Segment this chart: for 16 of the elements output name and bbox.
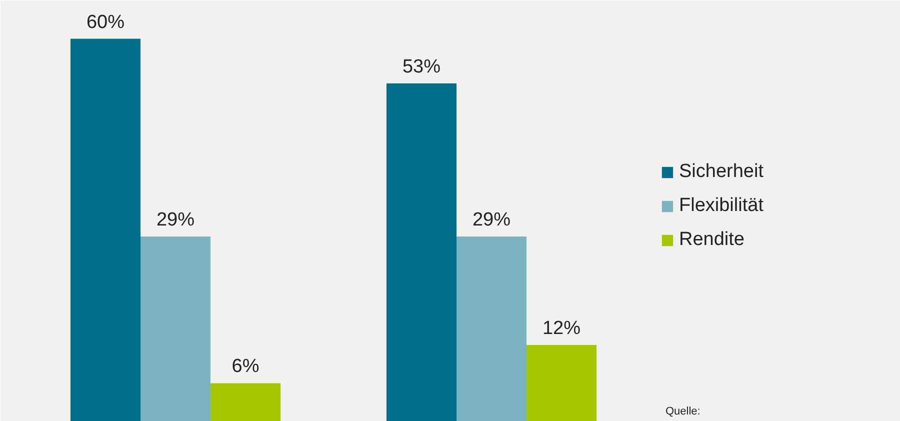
bar: [70, 38, 140, 421]
data-label: 60%: [86, 12, 125, 33]
bar: [386, 83, 456, 421]
bar: [140, 236, 210, 421]
legend-label: Flexibilität: [679, 195, 764, 217]
data-label: 29%: [156, 210, 195, 231]
bar: [456, 236, 526, 421]
bar: [210, 383, 280, 421]
legend-label: Sicherheit: [679, 161, 764, 183]
data-label: 29%: [472, 210, 511, 231]
data-label: 12%: [542, 318, 581, 339]
data-label: 53%: [402, 56, 441, 78]
data-label: 6%: [232, 356, 260, 378]
legend-label: Rendite: [679, 229, 744, 251]
bar: [526, 344, 596, 421]
annotation: Quelle:: [666, 406, 700, 418]
